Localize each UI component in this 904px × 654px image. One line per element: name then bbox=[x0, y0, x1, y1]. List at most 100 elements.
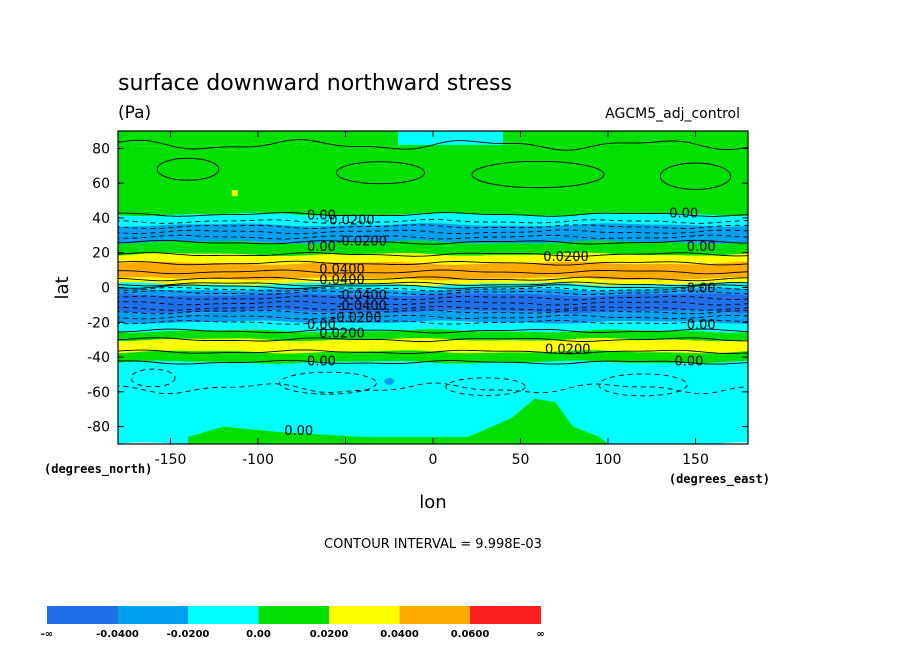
colorbar-label: 0.0200 bbox=[310, 629, 349, 640]
contour-line bbox=[118, 337, 748, 343]
colorbar-label: -∞ bbox=[41, 629, 53, 640]
contour-line bbox=[118, 359, 748, 365]
contour-line bbox=[118, 224, 748, 229]
contour-ring bbox=[471, 160, 605, 189]
contour-label: 0.0200 bbox=[543, 250, 589, 265]
contour-band bbox=[118, 292, 748, 314]
x-tick-label: -150 bbox=[155, 452, 187, 468]
x-tick-label: -100 bbox=[242, 452, 274, 468]
colorbar-swatch bbox=[258, 606, 330, 624]
contour-line bbox=[118, 328, 748, 334]
yellow-spot bbox=[231, 190, 238, 197]
colorbar-label: ∞ bbox=[536, 629, 544, 640]
plot-area: 0.00-0.0200-0.02000.000.02000.000.000.04… bbox=[118, 131, 748, 444]
contour-band bbox=[118, 338, 748, 354]
contour-label: 0.00 bbox=[687, 240, 716, 255]
contour-ring bbox=[336, 161, 425, 185]
contour-line bbox=[118, 300, 748, 306]
contour-line bbox=[118, 286, 748, 292]
contour-line bbox=[118, 309, 748, 315]
contour-ring bbox=[659, 162, 732, 190]
contour-line bbox=[118, 284, 748, 290]
units-label: (Pa) bbox=[118, 103, 151, 123]
contour-ring bbox=[445, 377, 526, 396]
contour-label: 0.00 bbox=[669, 207, 698, 222]
contour-band bbox=[118, 320, 748, 333]
x-tick-label: 100 bbox=[595, 452, 622, 468]
y-tick-label: -20 bbox=[87, 315, 110, 331]
x-axis-label: lon bbox=[419, 492, 446, 513]
blue-spot bbox=[384, 377, 395, 385]
x-axis-units: (degrees_east) bbox=[669, 472, 770, 487]
contour-ring bbox=[156, 157, 220, 181]
contour-label: 0.00 bbox=[307, 318, 336, 333]
colorbar-swatch bbox=[188, 606, 259, 624]
contour-label: 0.00 bbox=[307, 355, 336, 370]
contour-band bbox=[118, 143, 748, 217]
contour-band bbox=[118, 282, 748, 291]
x-axis-ticks: -150 -100 -50 0 50 100 150 bbox=[155, 131, 709, 468]
y-tick-label: -60 bbox=[87, 385, 110, 401]
contour-band bbox=[118, 223, 748, 244]
contour-label: 0.0400 bbox=[319, 262, 365, 277]
y-tick-label: -40 bbox=[87, 350, 110, 366]
contour-line bbox=[118, 219, 748, 224]
contour-ring bbox=[598, 373, 688, 397]
colorbar-swatch bbox=[117, 606, 189, 624]
contour-line bbox=[118, 281, 748, 287]
contour-line bbox=[118, 319, 748, 325]
contour-line bbox=[118, 139, 748, 151]
colorbar-label: -0.0400 bbox=[96, 629, 139, 640]
y-tick-label: 60 bbox=[92, 176, 110, 192]
contour-line bbox=[118, 229, 748, 235]
contour-label: -0.0200 bbox=[325, 214, 375, 229]
contour-label: 0.0200 bbox=[319, 327, 365, 342]
contour-line bbox=[118, 290, 748, 296]
contour-line bbox=[118, 305, 748, 311]
y-axis-label: lat bbox=[52, 276, 73, 299]
contour-interval-label: CONTOUR INTERVAL = 9.998E-03 bbox=[324, 537, 542, 552]
contour-line bbox=[118, 382, 748, 395]
y-tick-label: 80 bbox=[92, 141, 110, 157]
antarctic-green-patch bbox=[188, 398, 608, 444]
contour-label: 0.00 bbox=[687, 282, 716, 297]
contour-label: 0.00 bbox=[307, 208, 336, 223]
contour-line bbox=[118, 260, 748, 266]
contour-line bbox=[118, 269, 748, 275]
contour-labels: 0.00-0.0200-0.02000.000.02000.000.000.04… bbox=[284, 207, 715, 439]
contour-lines bbox=[118, 139, 748, 397]
contour-label: 0.00 bbox=[675, 355, 704, 370]
contour-label: -0.0200 bbox=[337, 235, 387, 250]
contour-line bbox=[118, 349, 748, 355]
x-tick-label: -50 bbox=[334, 452, 357, 468]
colorbar-swatch bbox=[399, 606, 471, 624]
contour-fill-bands bbox=[118, 131, 748, 444]
contour-line bbox=[118, 295, 748, 301]
colorbar-label: 0.0600 bbox=[451, 629, 490, 640]
contour-line bbox=[118, 239, 748, 245]
contour-band bbox=[118, 240, 748, 257]
contour-line bbox=[118, 212, 748, 217]
y-axis-units: (degrees_north) bbox=[44, 462, 152, 477]
contour-label: 0.0400 bbox=[319, 273, 365, 288]
contour-band bbox=[118, 287, 748, 297]
contour-line bbox=[118, 234, 748, 240]
contour-band bbox=[118, 261, 748, 281]
contour-label: 0.00 bbox=[284, 424, 313, 439]
y-tick-label: -80 bbox=[87, 420, 110, 436]
colorbar-label: -0.0200 bbox=[167, 629, 210, 640]
contour-line bbox=[118, 314, 748, 320]
contour-band bbox=[118, 360, 748, 444]
contour-label: -0.0200 bbox=[332, 311, 382, 326]
y-tick-label: 40 bbox=[92, 211, 110, 227]
x-tick-label: 150 bbox=[682, 452, 709, 468]
y-tick-label: 0 bbox=[101, 281, 110, 297]
dataset-label: AGCM5_adj_control bbox=[605, 106, 740, 122]
colorbar-label: 0.00 bbox=[246, 629, 271, 640]
colorbar: -∞ -0.0400 -0.0200 0.00 0.0200 0.0400 0.0600 ∞ bbox=[41, 606, 545, 640]
y-tick-label: 20 bbox=[92, 246, 110, 262]
contour-ring bbox=[279, 371, 377, 395]
x-tick-label: 0 bbox=[429, 452, 438, 468]
contour-line bbox=[118, 276, 748, 282]
